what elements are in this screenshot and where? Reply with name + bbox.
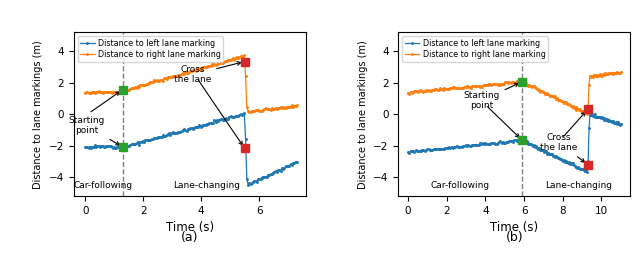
Distance to left lane marking — [472, 144, 480, 147]
Distance to right lane marking — [404, 91, 412, 94]
Text: Car-following: Car-following — [73, 181, 132, 190]
Distance to left lane marking — [293, 160, 301, 163]
Distance to right lane marking — [246, 111, 253, 114]
Distance to right lane marking — [472, 84, 480, 87]
Distance to left lane marking — [604, 118, 611, 121]
Distance to right lane marking — [237, 55, 244, 58]
Distance to left lane marking — [262, 175, 269, 178]
Distance to left lane marking — [610, 120, 618, 123]
Distance to right lane marking — [420, 90, 428, 93]
Distance to left lane marking — [97, 144, 104, 147]
Distance to left lane marking — [81, 146, 89, 149]
Distance to left lane marking — [152, 136, 159, 140]
Distance to right lane marking — [218, 61, 226, 64]
Text: Lane-changing: Lane-changing — [173, 181, 241, 190]
Title: (b): (b) — [506, 231, 524, 244]
Line: Distance to right lane marking: Distance to right lane marking — [406, 70, 622, 116]
Line: Distance to left lane marking: Distance to left lane marking — [84, 112, 298, 186]
X-axis label: Time (s): Time (s) — [490, 221, 538, 234]
Distance to left lane marking — [138, 140, 145, 143]
Text: Lane-changing: Lane-changing — [545, 181, 612, 190]
Legend: Distance to left lane marking, Distance to right lane marking: Distance to left lane marking, Distance … — [77, 36, 223, 61]
Distance to right lane marking — [602, 73, 610, 76]
Distance to left lane marking — [420, 149, 428, 152]
Distance to left lane marking — [404, 151, 412, 154]
Distance to right lane marking — [138, 84, 145, 87]
Distance to right lane marking — [241, 54, 248, 57]
Distance to right lane marking — [97, 90, 104, 93]
Line: Distance to right lane marking: Distance to right lane marking — [84, 54, 298, 114]
Title: (a): (a) — [181, 231, 198, 244]
Distance to right lane marking — [81, 91, 89, 94]
Distance to right lane marking — [152, 79, 159, 82]
Distance to left lane marking — [452, 145, 460, 148]
Distance to left lane marking — [241, 112, 248, 115]
Text: Cross
the lane: Cross the lane — [540, 133, 585, 162]
Distance to left lane marking — [244, 183, 252, 186]
Text: Starting
point: Starting point — [463, 83, 518, 110]
Text: Starting
point: Starting point — [68, 116, 120, 145]
Distance to left lane marking — [584, 171, 591, 174]
Distance to left lane marking — [237, 113, 244, 116]
Distance to left lane marking — [218, 118, 226, 121]
Distance to right lane marking — [293, 104, 301, 107]
Text: Cross
the lane: Cross the lane — [174, 62, 241, 84]
Y-axis label: Distance to lane markings (m): Distance to lane markings (m) — [358, 40, 368, 189]
Text: Car-following: Car-following — [431, 181, 490, 190]
Distance to right lane marking — [415, 91, 422, 94]
Distance to left lane marking — [617, 122, 625, 125]
Distance to right lane marking — [262, 107, 269, 110]
Y-axis label: Distance to lane markings (m): Distance to lane markings (m) — [33, 40, 43, 189]
Distance to right lane marking — [584, 113, 591, 116]
Legend: Distance to left lane marking, Distance to right lane marking: Distance to left lane marking, Distance … — [403, 36, 548, 61]
Distance to left lane marking — [588, 113, 596, 116]
Distance to right lane marking — [609, 71, 616, 74]
Line: Distance to left lane marking: Distance to left lane marking — [406, 113, 622, 174]
Distance to right lane marking — [617, 70, 625, 74]
Distance to right lane marking — [452, 87, 460, 90]
Distance to left lane marking — [415, 150, 422, 153]
X-axis label: Time (s): Time (s) — [166, 221, 214, 234]
